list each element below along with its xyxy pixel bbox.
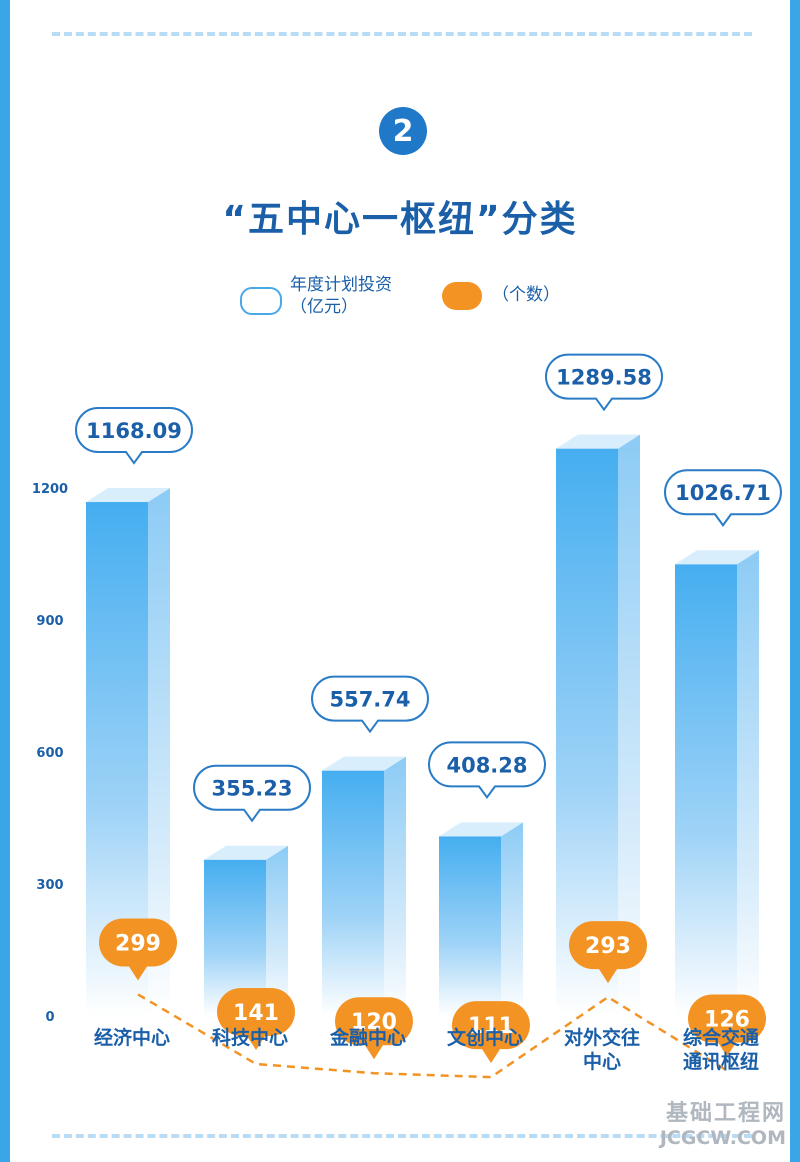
watermark-line1: 基础工程网 xyxy=(665,1101,786,1126)
callout-bubble xyxy=(311,675,429,734)
callout-bubble xyxy=(664,469,782,527)
count-value-label: 299 xyxy=(115,931,161,956)
count-callout: 120 xyxy=(335,997,413,1060)
watermark: 基础工程网 JCGCW.COM xyxy=(660,1102,786,1150)
y-tick-label: 600 xyxy=(36,746,63,761)
top-divider xyxy=(52,32,752,36)
bar-value-label: 557.74 xyxy=(329,688,410,712)
bar xyxy=(439,822,523,1016)
count-bubble xyxy=(688,994,766,1057)
bar-front xyxy=(439,836,501,1016)
count-value-label: 293 xyxy=(585,934,631,959)
bar-side xyxy=(384,756,406,1016)
bar-side xyxy=(618,434,640,1016)
count-bubble xyxy=(217,987,295,1050)
bar-value-label: 408.28 xyxy=(446,753,527,777)
bar-value-label: 355.23 xyxy=(211,777,292,801)
bar-top xyxy=(86,488,170,503)
bar-value-label: 1168.09 xyxy=(86,419,182,443)
callout-bubble xyxy=(193,764,311,823)
callout-bubble xyxy=(75,407,193,465)
x-category-label: 科技中心 xyxy=(212,1026,288,1049)
bar-top xyxy=(439,822,523,837)
x-category-label: 中心 xyxy=(583,1050,621,1073)
count-callout: 293 xyxy=(569,921,647,984)
bar xyxy=(556,434,640,1016)
x-category-label: 综合交通 xyxy=(683,1026,760,1049)
count-value-label: 120 xyxy=(351,1010,397,1035)
bar-value-callout: 1289.58 xyxy=(545,353,663,412)
x-category-label: 金融中心 xyxy=(329,1026,406,1049)
y-tick-label: 1200 xyxy=(32,482,68,497)
bottom-divider xyxy=(52,1134,752,1138)
bar-side xyxy=(737,550,759,1016)
count-bubble xyxy=(452,1001,530,1064)
legend-investment-line1: 年度计划投资 xyxy=(290,275,392,295)
count-bubble xyxy=(99,918,177,981)
count-bubble xyxy=(335,997,413,1060)
bar-front xyxy=(675,564,737,1016)
y-tick-label: 900 xyxy=(36,614,63,629)
callout-bubble xyxy=(428,741,546,800)
count-callout: 299 xyxy=(99,918,177,981)
bar-value-callout: 1026.71 xyxy=(664,469,782,527)
legend-investment-swatch xyxy=(240,287,282,315)
bar-side xyxy=(148,488,170,1016)
y-tick-label: 300 xyxy=(36,878,63,893)
callout-bubble xyxy=(545,353,663,412)
bar-top xyxy=(556,434,640,449)
bar-value-callout: 408.28 xyxy=(428,741,546,800)
section-number-badge: 2 xyxy=(379,107,427,155)
bar-value-callout: 1168.09 xyxy=(75,407,193,465)
legend-investment-line2: （亿元） xyxy=(290,297,358,317)
count-value-label: 111 xyxy=(468,1014,514,1039)
bar-top xyxy=(204,845,288,860)
count-callout: 141 xyxy=(217,987,295,1050)
y-tick-label: 0 xyxy=(45,1010,54,1025)
bar-value-callout: 355.23 xyxy=(193,764,311,823)
x-category-label: 文创中心 xyxy=(447,1026,523,1049)
legend-investment-label: 年度计划投资 （亿元） xyxy=(290,274,392,318)
legend-count-swatch xyxy=(442,282,482,310)
bar-front xyxy=(322,770,384,1016)
bar-top xyxy=(322,756,406,771)
count-callout: 126 xyxy=(688,994,766,1057)
count-bubble xyxy=(569,921,647,984)
count-series-line xyxy=(137,993,728,1079)
chart-title: “五中心一枢纽”分类 xyxy=(222,199,578,240)
count-value-label: 141 xyxy=(233,1001,279,1026)
watermark-line2: JCGCW.COM xyxy=(659,1127,786,1149)
x-category-label: 经济中心 xyxy=(94,1026,170,1049)
bar-value-label: 1289.58 xyxy=(556,366,652,390)
count-value-label: 126 xyxy=(704,1008,750,1033)
bar-value-callout: 557.74 xyxy=(311,675,429,734)
bar-side xyxy=(266,845,288,1016)
bar xyxy=(322,756,406,1016)
x-category-label: 对外交往 xyxy=(564,1026,640,1049)
count-callout: 111 xyxy=(452,1001,530,1064)
bar-value-label: 1026.71 xyxy=(675,481,771,505)
bar-side xyxy=(501,822,523,1016)
x-category-label: 通讯枢纽 xyxy=(683,1050,759,1073)
bar xyxy=(675,550,759,1016)
bar-top xyxy=(675,550,759,565)
legend-count-label: （个数） xyxy=(492,285,560,305)
